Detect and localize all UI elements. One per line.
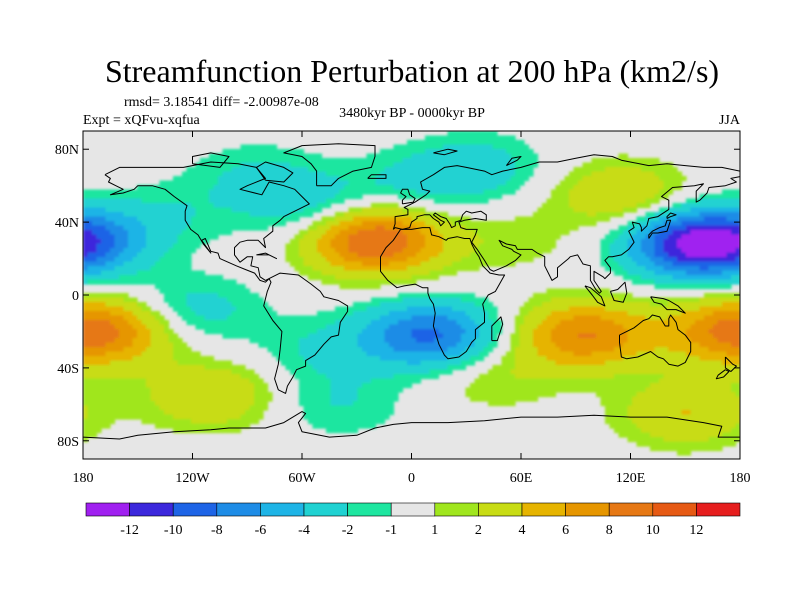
colorbar-swatch xyxy=(521,502,566,517)
x-tick-label: 180 xyxy=(73,471,94,486)
coastline-madagascar xyxy=(491,316,504,342)
colorbar-label: -1 xyxy=(385,523,397,538)
rmsd-annotation: rmsd= 3.18541 diff= -2.00987e-08 xyxy=(124,95,319,110)
y-tick-label: 40N xyxy=(55,216,79,231)
coastline-new-guinea xyxy=(650,296,686,314)
colorbar-label: -6 xyxy=(255,523,267,538)
coastline-australia xyxy=(619,314,692,367)
continent-outlines xyxy=(83,143,740,440)
coastline-antarctica xyxy=(83,411,740,440)
coastline-borneo xyxy=(609,281,628,303)
colorbar-swatch xyxy=(696,502,741,517)
colorbar-swatch xyxy=(434,502,479,517)
season-label: JJA xyxy=(719,113,741,128)
colorbar-label: -2 xyxy=(342,523,354,538)
coastline-cuba xyxy=(256,252,277,260)
y-tick-label: 80N xyxy=(55,143,79,158)
coastline-hokkaido xyxy=(666,212,677,219)
colorbar-label: 1 xyxy=(431,523,438,538)
coastline-sumatra xyxy=(584,285,606,307)
colorbar-swatch xyxy=(608,502,654,517)
y-tick-label: 0 xyxy=(72,289,79,304)
colorbar-label: -12 xyxy=(120,523,139,538)
colorbar-label: -4 xyxy=(298,523,310,538)
colorbar-label: 10 xyxy=(646,523,660,538)
colorbar-swatch xyxy=(652,502,697,517)
colorbar-swatch xyxy=(260,502,305,517)
experiment-label: Expt = xQFvu-xqfua xyxy=(83,113,201,128)
y-axis: 80N 40N 0 40S 80S xyxy=(55,143,740,450)
coastline-baffin xyxy=(255,161,294,183)
colorbar-label: 4 xyxy=(519,523,526,538)
colorbar-label: 2 xyxy=(475,523,482,538)
colorbar-label: -8 xyxy=(211,523,223,538)
coastline-iceland xyxy=(367,174,387,179)
colorbar-label: 8 xyxy=(606,523,613,538)
coastline-greenland xyxy=(283,143,376,187)
colorbar-swatch xyxy=(129,502,174,517)
colorbar-swatch xyxy=(347,502,392,517)
period-label: 3480kyr BP - 0000kyr BP xyxy=(339,106,485,121)
colorbar-swatch xyxy=(216,502,261,517)
colorbar-swatch xyxy=(303,502,348,517)
colorbar-swatch xyxy=(565,502,610,517)
coastline-south-america xyxy=(263,272,349,394)
colorbar-label: 6 xyxy=(562,523,569,538)
colorbar-label: 12 xyxy=(689,523,703,538)
colorbar-swatch xyxy=(172,502,218,517)
x-tick-label: 60W xyxy=(288,471,316,486)
coastline-svalbard xyxy=(433,148,458,156)
coastline-arctic-islands xyxy=(192,152,230,168)
coastline-nz-south xyxy=(715,369,730,380)
x-tick-label: 120W xyxy=(175,471,210,486)
coastline-new-zealand xyxy=(724,356,737,372)
coastline-britain xyxy=(400,188,416,205)
coastline-novaya-zemlya xyxy=(506,156,522,167)
colorbar-label: -10 xyxy=(164,523,183,538)
coastline-europe-asia xyxy=(392,154,740,230)
y-tick-label: 40S xyxy=(57,362,79,377)
coastline-asia-east xyxy=(392,176,740,294)
colorbar-swatch xyxy=(390,502,436,517)
coastline-north-america xyxy=(104,161,310,283)
chart-title: Streamfunction Perturbation at 200 hPa (… xyxy=(105,53,719,89)
x-tick-label: 180 xyxy=(730,471,751,486)
colorbar-swatch xyxy=(85,502,130,517)
x-tick-label: 120E xyxy=(616,471,646,486)
x-tick-label: 60E xyxy=(510,471,533,486)
coastline-japan xyxy=(648,219,672,239)
coastline-africa xyxy=(380,227,506,360)
x-tick-label: 0 xyxy=(408,471,415,486)
colorbar: -12 -10 -8 -6 -4 -2 -1 1 2 4 6 8 10 12 xyxy=(85,502,741,538)
x-axis: 180 120W 60W 0 60E 120E 180 xyxy=(73,131,751,486)
y-tick-label: 80S xyxy=(57,435,79,450)
colorbar-swatch xyxy=(478,502,523,517)
